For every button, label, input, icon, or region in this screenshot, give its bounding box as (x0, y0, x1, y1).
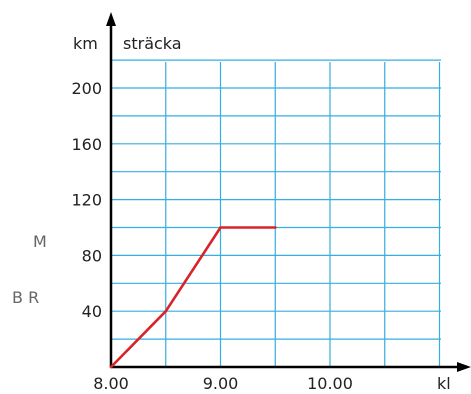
y-axis-arrow (106, 12, 116, 26)
data-point (109, 365, 113, 369)
side-label-upper: M (33, 232, 47, 251)
tick-labels: 8.00 9.00 10.00 40 80 120 160 200 (71, 79, 352, 393)
y-unit-label: km (73, 34, 98, 53)
y-tick-label: 200 (71, 79, 102, 98)
series-layer (109, 226, 277, 369)
y-tick-label: 160 (71, 135, 102, 154)
x-tick-label: 10.00 (307, 374, 353, 393)
y-axis-label: sträcka (123, 34, 182, 53)
y-tick-label: 40 (82, 302, 102, 321)
axes (106, 12, 471, 372)
series-line (109, 226, 277, 369)
x-tick-label: 9.00 (203, 374, 239, 393)
grid (111, 59, 441, 367)
y-tick-label: 120 (71, 191, 102, 210)
x-axis-arrow (457, 362, 471, 372)
y-tick-label: 80 (82, 246, 102, 265)
x-tick-label: 8.00 (93, 374, 129, 393)
data-point (164, 309, 168, 313)
data-point (273, 226, 277, 229)
data-point (219, 226, 222, 229)
side-label-lower: B R (12, 288, 39, 307)
x-unit-label: kl (437, 374, 451, 393)
